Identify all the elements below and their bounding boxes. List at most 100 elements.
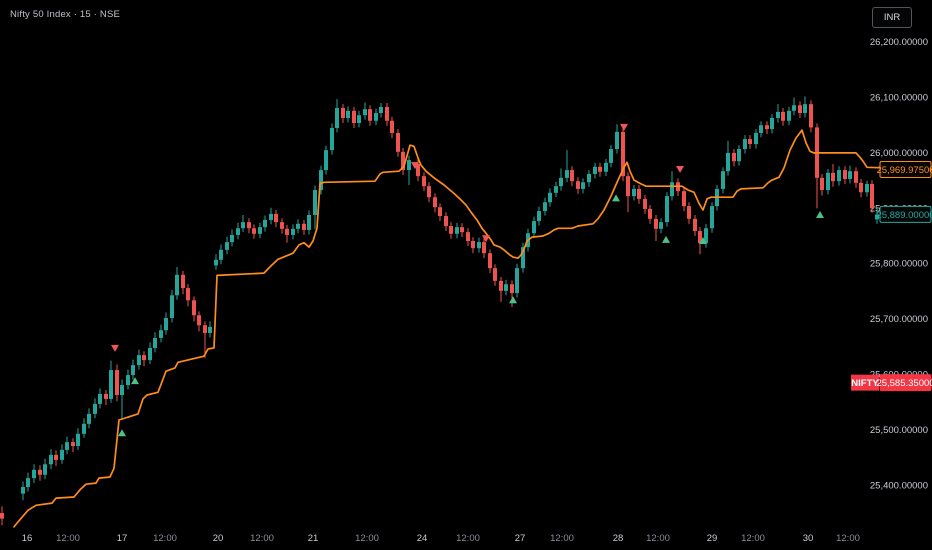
candle [770,118,774,130]
price-badge-box [879,161,932,179]
candle [648,208,652,219]
candle [455,227,459,234]
candle [809,104,813,128]
candle [659,222,663,229]
price-badge-box [879,374,932,392]
candle [319,170,323,191]
candle [285,228,289,235]
candle [559,177,563,187]
candle [837,170,841,182]
indicator-price-badge: 25,969.97500 [876,161,932,179]
time-tick-label: 16 [22,533,33,544]
candle [307,214,311,230]
price-badge-value: 25,889.00000 [876,210,932,221]
sell-signal-marker [411,162,419,170]
candle [346,110,350,119]
buy-signal-marker [816,210,824,218]
candle [637,188,641,199]
time-tick-label: 12:00 [250,533,274,544]
candle [374,113,378,121]
candle [704,228,708,244]
candle [170,295,174,319]
time-tick-label: 28 [613,533,624,544]
buy-signal-marker [699,237,707,245]
candle [604,162,608,172]
price-axis[interactable]: 26,200.0000026,100.0000026,000.0000025,9… [870,37,928,491]
symbol-title[interactable]: Nifty 50 Index · 15 · NSE [10,9,121,20]
candle [521,247,525,269]
candle [82,423,86,434]
price-badge-box [879,205,932,223]
time-axis[interactable]: 16 12:00 17 12:00 20 12:00 21 12:00 24 12:00 27 12:… [22,533,860,544]
candle [654,218,658,229]
candle [693,218,697,232]
candle [698,231,702,244]
candle [598,166,602,172]
candle [208,326,212,333]
candle [21,487,25,494]
candle [576,181,580,189]
candle [843,170,847,179]
candle [153,337,157,348]
candle [104,393,108,399]
time-tick-label: 12:00 [56,533,80,544]
candle [482,242,486,254]
candle [488,253,492,269]
candle [548,192,552,203]
candle [471,241,475,249]
candle [219,249,223,260]
price-tick-label: 25,700.00000 [870,314,928,325]
sell-signal-marker [482,235,490,243]
currency-button[interactable]: INR [872,7,912,28]
candle [643,198,647,209]
candle [743,139,747,150]
candle [543,202,547,212]
candle [296,223,300,229]
candle [32,469,36,479]
candle [427,186,431,198]
candle [87,413,91,424]
candle [258,227,262,234]
candle [493,268,497,281]
candle [142,355,146,361]
sell-signal-marker [620,123,628,131]
candle [335,108,339,128]
candle [477,242,481,249]
candle [626,176,630,197]
candle [609,149,613,163]
sell-signal-marker [676,165,684,173]
candle [115,370,119,396]
candle [748,139,752,145]
candle [60,449,64,460]
candle [532,221,536,234]
price-badge-value: 25,585.35000 [876,378,932,389]
candle [792,105,796,111]
time-tick-label: 12:00 [355,533,379,544]
candle [504,284,508,291]
candle [721,171,725,189]
time-tick-label: 12:00 [741,533,765,544]
candle [820,177,824,191]
candle [148,347,152,361]
candle [593,166,597,174]
candle [341,108,345,119]
candle [352,110,356,123]
candle [71,442,75,447]
candle [230,234,234,243]
candle [302,223,306,230]
candle [859,182,863,193]
candle [787,110,791,121]
candle [379,106,383,114]
candle [65,442,69,450]
candle [875,214,879,220]
buy-signal-marker [612,194,620,202]
candle [76,433,80,447]
candle [269,213,273,220]
candle [407,160,411,171]
candle [665,196,669,223]
time-tick-label: 20 [213,533,224,544]
candle [131,365,135,376]
candle [781,111,785,121]
candle [537,211,541,222]
